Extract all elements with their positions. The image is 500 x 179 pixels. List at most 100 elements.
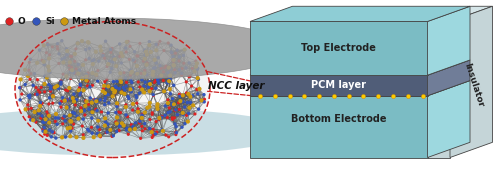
Point	[124, 95, 132, 98]
Point	[100, 84, 108, 87]
Point	[78, 125, 86, 127]
Point	[57, 83, 65, 86]
Point	[100, 87, 108, 90]
Point	[103, 131, 111, 134]
Point	[186, 75, 194, 78]
Point	[40, 121, 48, 124]
Point	[180, 62, 188, 65]
Point	[63, 50, 71, 52]
Point	[62, 136, 70, 139]
Point	[169, 55, 177, 58]
Point	[164, 101, 172, 104]
Point	[58, 39, 66, 42]
Point	[166, 78, 174, 81]
Point	[112, 120, 120, 123]
Point	[110, 56, 118, 59]
Point	[153, 131, 161, 134]
Point	[160, 49, 168, 52]
Point	[66, 120, 74, 122]
Point	[133, 102, 141, 105]
Point	[41, 75, 49, 78]
Point	[179, 112, 187, 114]
Point	[138, 114, 146, 117]
Point	[84, 41, 92, 43]
Point	[104, 85, 112, 88]
Point	[27, 72, 35, 75]
Point	[70, 112, 78, 115]
Point	[48, 130, 56, 133]
Point	[188, 67, 196, 70]
Point	[136, 122, 143, 124]
Point	[80, 137, 88, 139]
Point	[170, 64, 177, 67]
Point	[36, 105, 44, 108]
Point	[170, 104, 178, 107]
Point	[104, 93, 112, 96]
Point	[184, 112, 192, 115]
Point	[103, 65, 111, 68]
Point	[145, 80, 153, 83]
Point	[49, 94, 57, 97]
Point	[116, 78, 124, 80]
Point	[96, 134, 104, 137]
Point	[58, 100, 66, 103]
Point	[110, 134, 118, 137]
Point	[110, 80, 118, 83]
Point	[26, 96, 34, 99]
Point	[79, 133, 87, 136]
Point	[66, 87, 74, 90]
Point	[54, 42, 62, 45]
Point	[64, 98, 72, 101]
Point	[149, 93, 157, 96]
Point	[60, 61, 68, 64]
Point	[68, 69, 76, 72]
Point	[24, 95, 32, 97]
Point	[176, 100, 184, 103]
Point	[113, 102, 121, 105]
Point	[130, 60, 138, 63]
Point	[64, 106, 72, 109]
Point	[34, 93, 42, 96]
Point	[150, 94, 158, 97]
Point	[103, 78, 111, 81]
Point	[151, 66, 159, 69]
Point	[46, 90, 54, 93]
Point	[63, 99, 71, 102]
Point	[99, 53, 107, 56]
Point	[77, 110, 85, 113]
Point	[186, 95, 194, 98]
Point	[70, 93, 78, 95]
Point	[156, 64, 164, 67]
Point	[52, 117, 60, 119]
Point	[168, 97, 176, 100]
Point	[52, 120, 60, 123]
Point	[146, 83, 154, 86]
Point	[54, 117, 62, 120]
Point	[164, 136, 172, 138]
Point	[120, 124, 128, 127]
Point	[65, 64, 73, 67]
Point	[181, 122, 189, 125]
Point	[156, 75, 164, 78]
Point	[150, 67, 158, 70]
Point	[140, 85, 148, 88]
Point	[118, 81, 126, 84]
Point	[180, 54, 188, 57]
Point	[96, 98, 104, 101]
Point	[84, 84, 92, 87]
Point	[85, 108, 93, 111]
Point	[185, 62, 193, 64]
Point	[40, 90, 48, 93]
Point	[172, 125, 180, 128]
Point	[82, 58, 90, 61]
Point	[171, 122, 179, 125]
Point	[68, 97, 76, 100]
Point	[120, 71, 128, 74]
Point	[148, 131, 156, 134]
Point	[198, 99, 205, 102]
Ellipse shape	[15, 21, 210, 158]
Point	[189, 94, 197, 97]
Point	[111, 91, 119, 94]
Point	[72, 98, 80, 101]
Point	[180, 48, 188, 51]
